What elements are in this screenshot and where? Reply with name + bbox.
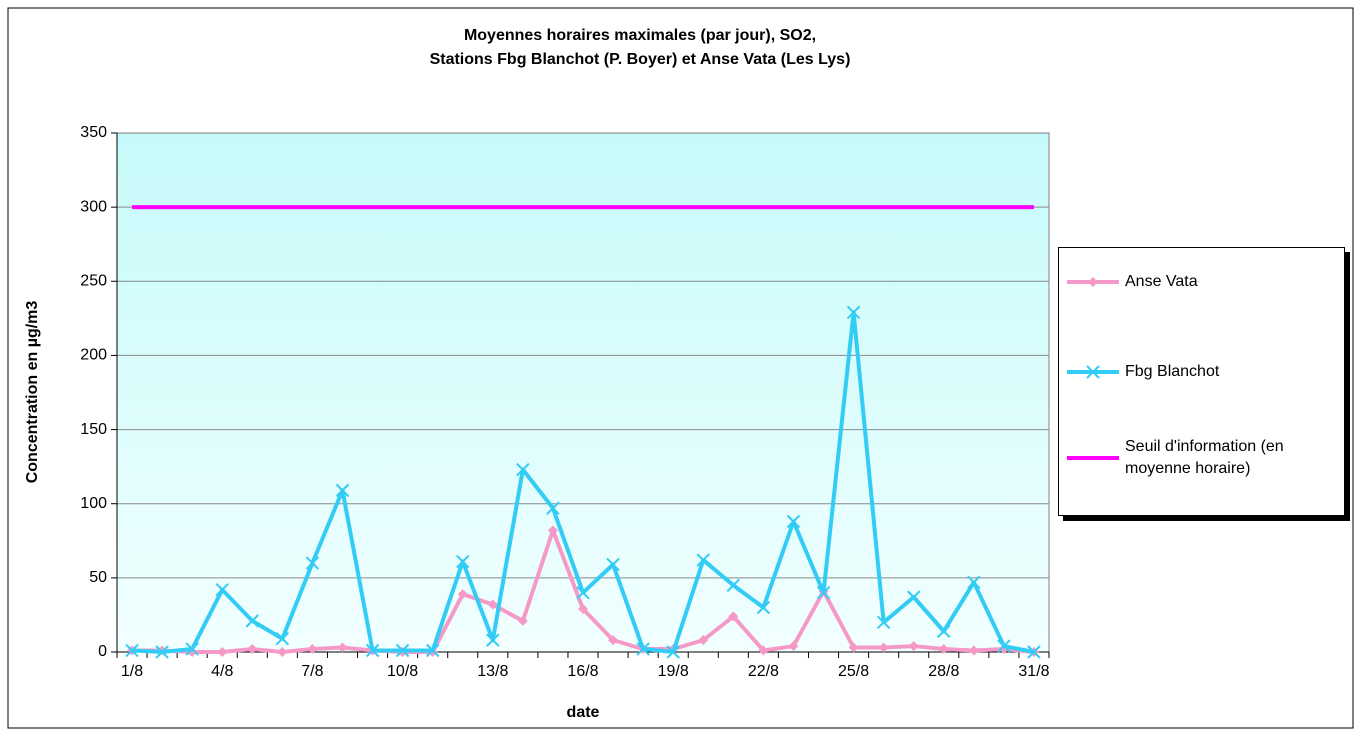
legend-swatch bbox=[1067, 456, 1119, 460]
x-tick-label: 16/8 bbox=[567, 663, 598, 680]
legend: Anse Vata Fbg Blanchot Seuil d'information… bbox=[1058, 247, 1345, 516]
y-tick-label: 0 bbox=[98, 643, 107, 660]
point bbox=[846, 305, 861, 320]
point bbox=[788, 641, 799, 652]
y-tick-label: 100 bbox=[80, 495, 107, 512]
point bbox=[547, 525, 558, 536]
point bbox=[608, 635, 619, 646]
x-tick-label: 13/8 bbox=[477, 663, 508, 680]
point bbox=[546, 501, 560, 515]
point bbox=[997, 639, 1011, 653]
point bbox=[578, 603, 588, 614]
point bbox=[786, 514, 801, 529]
point bbox=[365, 643, 380, 658]
x-tick-label: 4/8 bbox=[211, 663, 233, 680]
x-tick-label: 7/8 bbox=[301, 663, 323, 680]
x-tick-label: 1/8 bbox=[121, 663, 143, 680]
point bbox=[696, 553, 710, 567]
point bbox=[456, 554, 470, 569]
legend-swatch bbox=[1067, 365, 1119, 379]
y-tick-label: 300 bbox=[80, 198, 107, 215]
point bbox=[425, 643, 440, 658]
point bbox=[666, 645, 680, 659]
point bbox=[636, 642, 650, 656]
point bbox=[335, 483, 350, 498]
point bbox=[457, 589, 468, 600]
point bbox=[487, 599, 498, 610]
point bbox=[247, 644, 258, 655]
legend-entry: Fbg Blanchot bbox=[1059, 342, 1344, 402]
legend-swatch bbox=[1067, 277, 1119, 287]
point bbox=[1027, 645, 1041, 659]
point bbox=[698, 635, 709, 646]
x-tick-label: 28/8 bbox=[928, 663, 959, 680]
y-axis-title: Concentration en µg/m3 bbox=[24, 301, 41, 484]
chart-title: Moyennes horaires maximales (par jour), … bbox=[464, 27, 816, 44]
point bbox=[1088, 277, 1098, 287]
plot-area bbox=[116, 132, 1050, 653]
point bbox=[907, 590, 921, 604]
point bbox=[125, 643, 139, 658]
point bbox=[275, 631, 290, 646]
x-tick-label: 31/8 bbox=[1018, 663, 1049, 680]
x-tick-label: 22/8 bbox=[748, 663, 779, 680]
point bbox=[1086, 365, 1100, 379]
point bbox=[908, 641, 919, 652]
x-tick-label: 25/8 bbox=[838, 663, 869, 680]
legend-entry: Anse Vata bbox=[1059, 252, 1344, 312]
point bbox=[277, 647, 288, 657]
point bbox=[606, 557, 620, 572]
point bbox=[876, 615, 891, 630]
point bbox=[878, 642, 889, 653]
point bbox=[217, 647, 228, 657]
point bbox=[516, 462, 530, 477]
point bbox=[848, 642, 859, 653]
y-tick-label: 150 bbox=[80, 421, 107, 438]
legend-label: Fbg Blanchot bbox=[1125, 363, 1220, 380]
point bbox=[337, 642, 348, 653]
point bbox=[967, 575, 981, 590]
point bbox=[938, 644, 949, 655]
point bbox=[517, 615, 528, 626]
point bbox=[968, 645, 979, 656]
y-tick-label: 200 bbox=[80, 347, 107, 364]
point bbox=[185, 642, 199, 656]
x-axis-title: date bbox=[567, 704, 600, 721]
point bbox=[305, 556, 320, 570]
legend-entry: Seuil d'information (en moyenne horaire) bbox=[1059, 428, 1344, 488]
point bbox=[728, 611, 739, 622]
point bbox=[245, 614, 259, 628]
point bbox=[816, 585, 831, 600]
point bbox=[937, 624, 951, 638]
chart-title: Stations Fbg Blanchot (P. Boyer) et Anse… bbox=[430, 51, 851, 68]
x-tick-label: 19/8 bbox=[658, 663, 689, 680]
point bbox=[395, 643, 410, 658]
point bbox=[756, 600, 771, 615]
y-tick-label: 250 bbox=[80, 273, 107, 290]
point bbox=[576, 585, 590, 600]
y-tick-label: 350 bbox=[80, 124, 107, 141]
point bbox=[215, 583, 229, 597]
x-tick-label: 10/8 bbox=[387, 663, 418, 680]
point bbox=[307, 644, 318, 655]
legend-label: Seuil d'information (en moyenne horaire) bbox=[1125, 438, 1284, 477]
point bbox=[726, 578, 741, 592]
point bbox=[486, 633, 500, 647]
legend-label: Anse Vata bbox=[1125, 273, 1198, 290]
y-tick-label: 50 bbox=[89, 569, 107, 586]
point bbox=[758, 645, 769, 656]
point bbox=[155, 645, 169, 659]
